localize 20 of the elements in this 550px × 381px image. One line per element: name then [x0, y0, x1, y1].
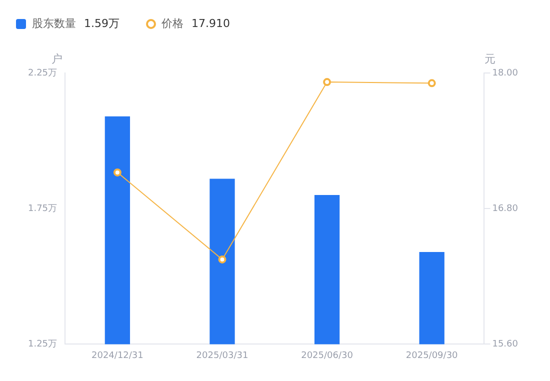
x-tick-label: 2025/09/30 — [406, 350, 458, 361]
y2-tick-label: 18.00 — [492, 68, 518, 78]
text: 1.59万 — [84, 16, 120, 31]
y-tick-label: 1.75万 — [28, 204, 58, 214]
point — [113, 168, 122, 176]
x-tick-label: 2024/12/31 — [92, 350, 144, 361]
y-tick-label: 1.25万 — [28, 340, 58, 350]
y2-axis-title: 元 — [484, 52, 496, 66]
y2-tick-label: 15.60 — [492, 340, 518, 350]
y-axis-title: 户 — [52, 52, 63, 66]
x-tick-label: 2025/06/30 — [301, 350, 354, 361]
text: 17.910 — [192, 17, 230, 30]
y2-tick-label: 16.80 — [492, 204, 518, 214]
legend-label: 股东数量 — [32, 16, 76, 31]
point — [218, 255, 226, 264]
y-tick-label: 2.25万 — [28, 68, 58, 78]
point — [428, 79, 436, 88]
x-tick-label: 2025/03/31 — [196, 350, 248, 361]
point — [323, 78, 332, 86]
legend-label: 价格 — [162, 16, 184, 31]
